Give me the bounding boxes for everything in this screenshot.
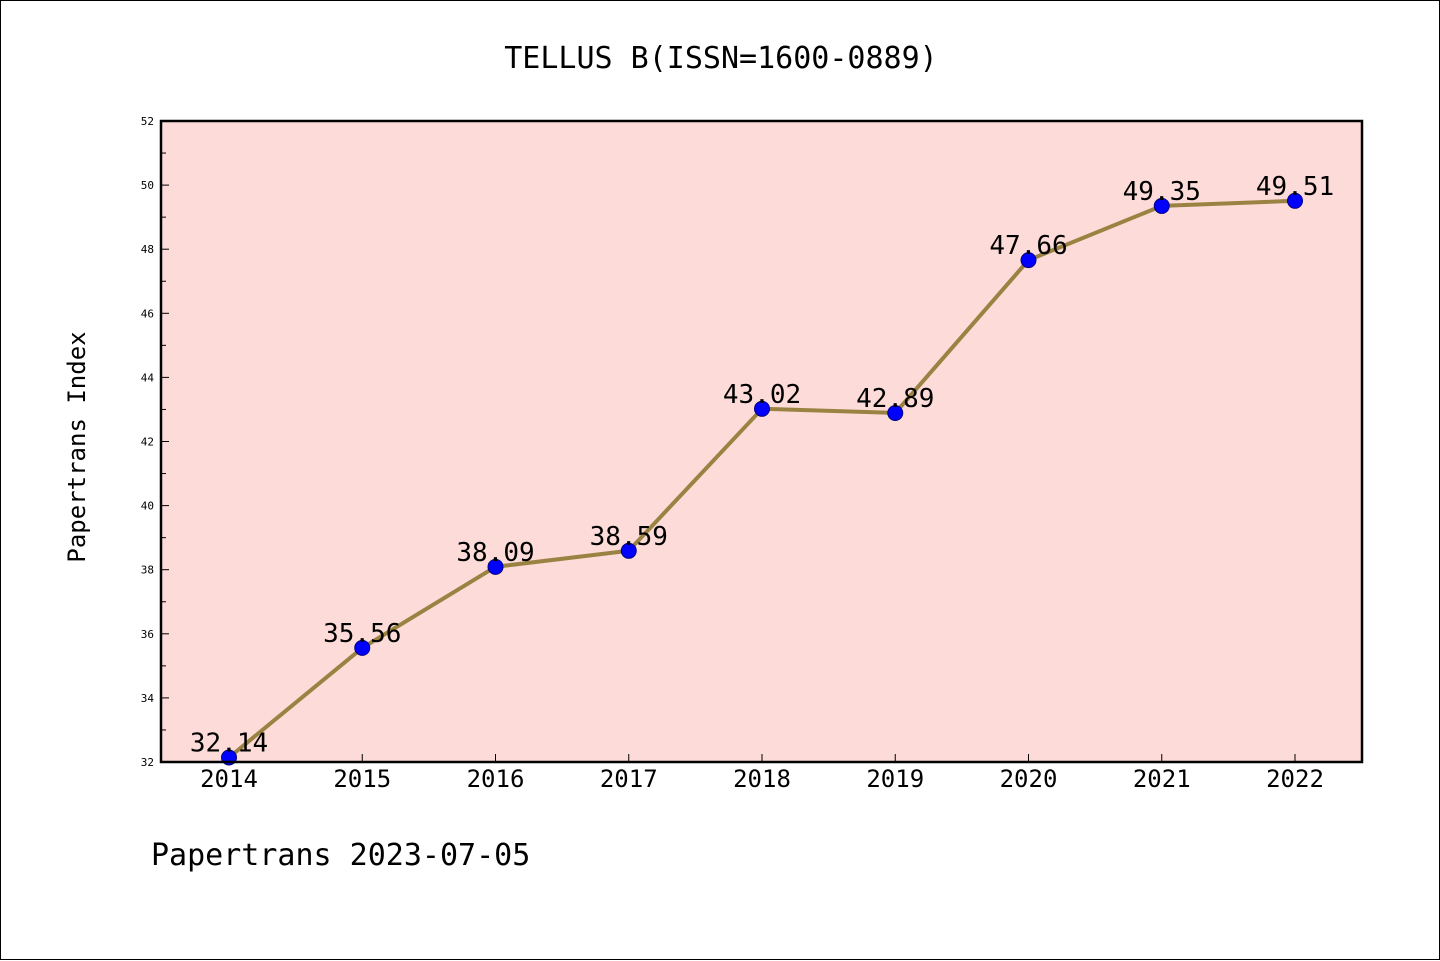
data-point-2019 bbox=[887, 404, 904, 421]
x-tick-label: 2015 bbox=[333, 765, 391, 793]
data-markers bbox=[221, 192, 1303, 766]
x-tick-label: 2020 bbox=[1000, 765, 1058, 793]
y-tick-label: 32 bbox=[141, 756, 154, 769]
data-label-2017: 38.59 bbox=[590, 522, 668, 552]
x-tick-label: 2017 bbox=[600, 765, 658, 793]
y-tick-label: 48 bbox=[141, 243, 154, 256]
data-point-2022 bbox=[1287, 192, 1303, 209]
y-tick-label: 40 bbox=[141, 500, 154, 513]
data-label-2019: 42.89 bbox=[856, 384, 934, 414]
y-tick-label: 42 bbox=[141, 436, 154, 449]
y-tick-label: 50 bbox=[141, 179, 154, 192]
x-tick-label: 2019 bbox=[866, 765, 924, 793]
data-label-2022: 49.51 bbox=[1256, 172, 1334, 202]
data-label-2015: 35.56 bbox=[323, 619, 401, 649]
x-tick-label: 2022 bbox=[1266, 765, 1324, 793]
data-label-2021: 49.35 bbox=[1123, 177, 1201, 207]
x-tick-label: 2014 bbox=[200, 765, 258, 793]
data-point-2021 bbox=[1153, 197, 1170, 214]
data-label-2018: 43.02 bbox=[723, 380, 801, 410]
data-label-2014: 32.14 bbox=[190, 729, 268, 759]
x-tick-label: 2021 bbox=[1133, 765, 1191, 793]
y-axis-label: Papertrans Index bbox=[63, 331, 91, 562]
y-tick-label: 52 bbox=[141, 115, 154, 128]
data-label-2016: 38.09 bbox=[456, 538, 534, 568]
data-label-2020: 47.66 bbox=[989, 231, 1067, 261]
x-axis: 2014 2015 2016 2017 2018 2019 2020 2021 2022 bbox=[200, 754, 1324, 793]
data-labels: 32.14 35.56 38.09 38.59 43.02 42.89 47.66 49.35… bbox=[190, 172, 1334, 759]
y-tick-label: 34 bbox=[141, 692, 155, 705]
y-tick-label: 44 bbox=[141, 371, 155, 384]
chart-title: TELLUS B(ISSN=1600-0889) bbox=[504, 41, 937, 76]
y-axis: 32 34 36 38 40 42 44 46 48 50 52 bbox=[141, 115, 169, 769]
plot-border bbox=[159, 119, 1364, 764]
y-tick-label: 46 bbox=[141, 307, 154, 320]
data-point-2016 bbox=[487, 558, 504, 575]
x-tick-label: 2016 bbox=[467, 765, 525, 793]
y-tick-label: 38 bbox=[141, 564, 154, 577]
data-point-2018 bbox=[754, 400, 770, 417]
y-tick-label: 36 bbox=[141, 628, 154, 641]
footer-date: Papertrans 2023-07-05 bbox=[151, 838, 530, 873]
data-point-2020 bbox=[1020, 252, 1037, 269]
data-point-2015 bbox=[354, 639, 371, 656]
x-tick-label: 2018 bbox=[733, 765, 791, 793]
data-point-2017 bbox=[620, 542, 637, 559]
